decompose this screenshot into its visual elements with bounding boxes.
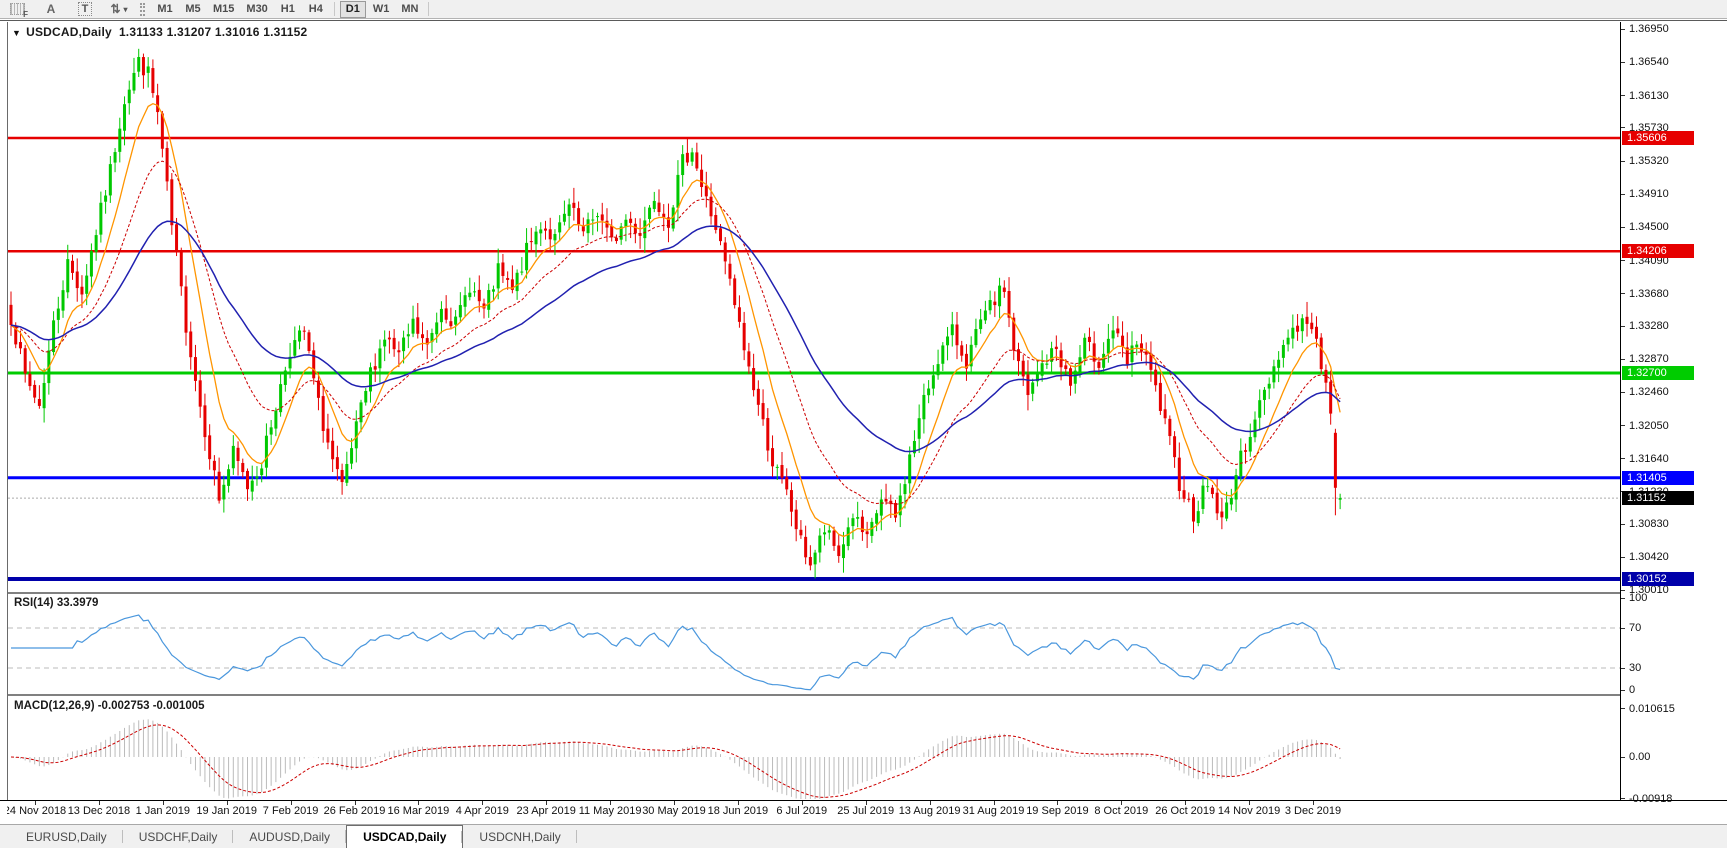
macd-tick: 0.010615 [1629,702,1675,715]
date-label: 3 Dec 2019 [1284,805,1342,817]
chart-tab-bar: EURUSD,Daily USDCHF,Daily AUDUSD,Daily USDC… [0,824,1727,848]
timeframe-w1-button[interactable]: W1 [372,3,390,15]
price-level-badge: 1.34206 [1622,244,1694,259]
timeframe-d1-button[interactable]: D1 [339,0,366,18]
macd-signal-line [10,724,1341,798]
price-axis[interactable]: 1.36950 1.36540 1.36130 1.35730 1.35320 1.349… [1620,22,1727,805]
timeframe-h4-button[interactable]: H4 [308,3,323,15]
rsi-tick: 100 [1629,592,1648,604]
tab-usdcnh[interactable]: USDCNH,Daily [463,825,578,848]
price-level-badge: 1.35606 [1622,131,1694,145]
symbol-dropdown-icon[interactable]: ▼ [12,28,22,38]
price-tick: 1.31640 [1629,452,1669,465]
price-tick: 1.33280 [1629,320,1669,333]
date-label: 30 May 2019 [642,805,706,817]
timeframe-h1-button[interactable]: H1 [280,3,295,15]
price-level-badge: 1.31405 [1622,470,1694,485]
ma-21-line [10,160,1341,505]
tab-usdcad[interactable]: USDCAD,Daily [346,825,464,848]
toolbar-separator [428,2,430,16]
rsi-tick: 30 [1629,662,1642,674]
date-label: 26 Oct 2019 [1155,805,1216,817]
date-label: 11 May 2019 [578,805,642,817]
date-label: 31 Aug 2019 [962,805,1025,817]
date-label: 25 Jul 2019 [837,805,895,817]
price-tick: 1.36130 [1629,89,1669,102]
rsi-line [11,614,1341,691]
tab-audusd[interactable]: AUDUSD,Daily [233,825,346,848]
date-label: 6 Jul 2019 [776,805,828,817]
date-label: 16 Mar 2019 [387,805,450,817]
rsi-indicator-label: RSI(14) 33.3979 [14,597,99,609]
price-tick: 1.30420 [1629,551,1669,564]
date-label: 8 Oct 2019 [1094,805,1149,817]
toolbar-separator [333,2,335,16]
price-tick: 1.34910 [1629,188,1669,201]
timeframe-m1-button[interactable]: M1 [157,3,173,15]
tools-container: F A T ⇅ ▾ [0,1,136,19]
ma-9-line [10,102,1341,538]
timeframe-mn-button[interactable]: MN [401,3,419,15]
date-label: 18 Jun 2019 [707,805,769,817]
text-tool-icon[interactable]: T [73,1,97,17]
timeframe-group: M1 M5 M15 M30 H1 H4 D1 W1 MN [151,0,424,18]
date-axis[interactable]: 24 Nov 2018 13 Dec 2018 1 Jan 2019 19 Jan 2… [7,801,1620,824]
rsi-tick: 0 [1629,684,1636,696]
date-label: 1 Jan 2019 [135,805,191,817]
date-label: 19 Jan 2019 [196,805,257,817]
rsi-tick: 70 [1629,622,1642,634]
price-tick: 1.30830 [1629,518,1669,531]
price-tick: 1.32870 [1629,353,1669,366]
tab-eurusd[interactable]: EURUSD,Daily [10,825,123,848]
date-label: 19 Sep 2019 [1026,805,1089,817]
ohlc-values: 1.31133 1.31207 1.31016 1.31152 [118,25,308,39]
timeframe-m5-button[interactable]: M5 [185,3,201,15]
macd-tick: 0.00 [1629,751,1651,763]
price-tick: 1.36540 [1629,56,1669,69]
price-chart-canvas[interactable] [7,22,1620,800]
date-label: 13 Aug 2019 [898,805,961,817]
date-label: 13 Dec 2018 [67,805,131,817]
date-label: 14 Nov 2019 [1217,805,1281,817]
date-label: 23 Apr 2019 [516,805,576,817]
date-label: 7 Feb 2019 [262,805,319,817]
timeframe-m30-button[interactable]: M30 [246,3,268,15]
toolbar: F A T ⇅ ▾ M1 M5 M15 M30 H1 H4 D1 W1 MN [0,0,1727,19]
price-tick: 1.34500 [1629,221,1669,234]
symbol-label: USDCAD,Daily [26,25,112,39]
price-tick: 1.30010 [1629,584,1669,597]
fibo-grid-tool-icon[interactable]: F [5,1,29,19]
price-tick: 1.35320 [1629,155,1669,168]
macd-histogram [15,719,1341,799]
price-tick: 1.35730 [1629,121,1669,134]
chart-title: ▼ USDCAD,Daily 1.31133 1.31207 1.31016 1.… [12,25,307,39]
price-level-badge: 1.31152 [1622,491,1694,506]
price-tick: 1.36950 [1629,23,1669,36]
price-tick: 1.33680 [1629,287,1669,300]
timeframe-m15-button[interactable]: M15 [213,3,235,15]
ma-45-line [10,220,1341,453]
chart-window: ▼ USDCAD,Daily 1.31133 1.31207 1.31016 1.… [0,20,1727,824]
price-level-badge: 1.32700 [1622,365,1694,380]
tab-usdchf[interactable]: USDCHF,Daily [123,825,234,848]
price-tick: 1.32460 [1629,386,1669,399]
date-label: 26 Feb 2019 [323,805,386,817]
price-tick: 1.32050 [1629,419,1669,432]
macd-indicator-label: MACD(12,26,9) -0.002753 -0.001005 [14,700,205,712]
candles [9,48,1342,579]
text-label-tool-icon[interactable]: A [46,2,56,16]
date-axis-border [0,800,1727,801]
arrows-tool-icon[interactable]: ⇅ ▾ [110,2,128,16]
macd-tick: -0.00918 [1629,792,1673,805]
price-level-badge: 1.30152 [1622,572,1694,586]
toolbar-grip[interactable] [140,2,145,16]
date-label: 4 Apr 2019 [455,805,509,817]
date-label: 24 Nov 2018 [7,805,67,817]
